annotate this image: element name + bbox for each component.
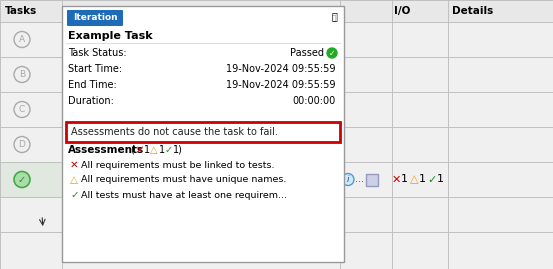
Circle shape — [342, 174, 354, 186]
Text: D: D — [19, 140, 25, 149]
Circle shape — [14, 172, 30, 187]
Text: Details: Details — [452, 6, 493, 16]
Circle shape — [327, 48, 337, 58]
Text: i: i — [347, 175, 349, 184]
FancyBboxPatch shape — [66, 122, 340, 142]
Text: 📌: 📌 — [331, 11, 337, 21]
Text: ✓: ✓ — [165, 145, 173, 155]
Text: ✓: ✓ — [427, 175, 437, 185]
Text: △: △ — [150, 145, 158, 155]
Text: Start Time:: Start Time: — [68, 64, 122, 74]
FancyBboxPatch shape — [0, 162, 340, 197]
Text: △: △ — [70, 175, 78, 185]
Text: ✓: ✓ — [18, 175, 26, 185]
Text: ✕: ✕ — [392, 175, 401, 185]
Text: 1): 1) — [173, 145, 183, 155]
Text: All tests must have at least one requirem...: All tests must have at least one require… — [81, 190, 287, 200]
Text: ⬛: ⬛ — [332, 15, 336, 21]
Text: 1: 1 — [144, 145, 150, 155]
Text: Assessments do not cause the task to fail.: Assessments do not cause the task to fai… — [71, 127, 278, 137]
Text: I/O: I/O — [394, 6, 410, 16]
Text: Example Task: Example Task — [68, 31, 153, 41]
Text: Passed: Passed — [290, 48, 324, 58]
Text: All requirements must be linked to tests.: All requirements must be linked to tests… — [81, 161, 274, 169]
Text: 1: 1 — [400, 175, 408, 185]
FancyBboxPatch shape — [62, 6, 344, 262]
Text: Tasks: Tasks — [5, 6, 37, 16]
FancyBboxPatch shape — [366, 174, 378, 186]
Text: Duration:: Duration: — [68, 96, 114, 106]
Text: ...: ... — [356, 175, 364, 185]
Text: B: B — [19, 70, 25, 79]
Text: ✓: ✓ — [70, 190, 79, 200]
FancyBboxPatch shape — [67, 10, 123, 26]
Text: Iteration: Iteration — [72, 13, 117, 23]
Text: 19-Nov-2024 09:55:59: 19-Nov-2024 09:55:59 — [227, 64, 336, 74]
Text: C: C — [19, 105, 25, 114]
Text: End Time:: End Time: — [68, 80, 117, 90]
Text: △: △ — [410, 175, 418, 185]
Text: 00:00:00: 00:00:00 — [293, 96, 336, 106]
Text: 1: 1 — [436, 175, 444, 185]
Text: All requirements must have unique names.: All requirements must have unique names. — [81, 175, 286, 185]
Text: ✕: ✕ — [136, 145, 144, 155]
Text: Task Status:: Task Status: — [68, 48, 127, 58]
Text: A: A — [19, 35, 25, 44]
Text: Assessments: Assessments — [68, 145, 144, 155]
Text: 1: 1 — [419, 175, 425, 185]
FancyBboxPatch shape — [0, 0, 553, 22]
Text: ✕: ✕ — [70, 160, 79, 170]
Text: ✓: ✓ — [329, 48, 335, 58]
Text: 1: 1 — [159, 145, 165, 155]
Text: (: ( — [130, 145, 134, 155]
Text: 19-Nov-2024 09:55:59: 19-Nov-2024 09:55:59 — [227, 80, 336, 90]
